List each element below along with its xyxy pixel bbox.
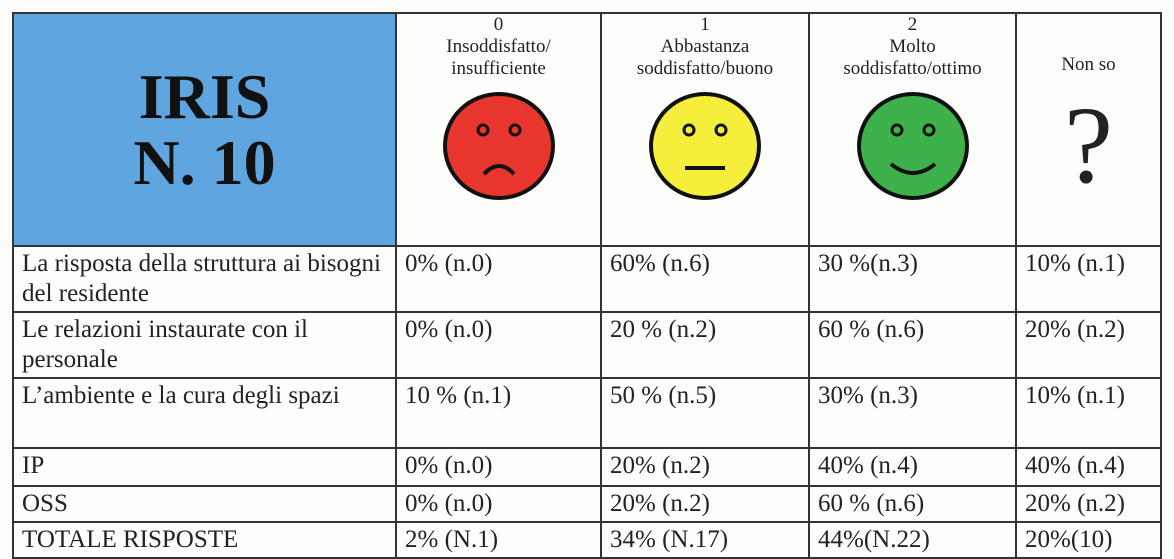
data-row: La risposta della struttura ai bisogni d… — [12, 245, 1162, 313]
column-header: 1 Abbastanza soddisfatto/buono — [600, 12, 810, 247]
row-label: La risposta della struttura ai bisogni d… — [12, 245, 397, 313]
value-cell: 44%(N.22) — [808, 521, 1017, 559]
column-header: 0 Insoddisfatto/insufficiente — [395, 12, 602, 247]
column-label: Abbastanza — [660, 36, 750, 57]
data-row: L’ambiente e la cura degli spazi 10 % (n.… — [12, 377, 1162, 449]
value-cell: 10% (n.1) — [1015, 245, 1162, 313]
value-cell: 0% (n.0) — [395, 485, 602, 523]
data-row: Le relazioni instaurate con il personale… — [12, 311, 1162, 379]
data-row: OSS 0% (n.0) 20% (n.2) 60 % (n.6) 20% (n.2) — [12, 485, 1162, 523]
column-label: insufficiente — [451, 58, 546, 79]
row-label: IP — [12, 447, 397, 487]
value-cell: 2% (N.1) — [395, 521, 602, 559]
column-header: 2 Molto soddisfatto/ottimo — [808, 12, 1017, 247]
value-cell: 20 % (n.2) — [600, 311, 810, 379]
column-header: Non so? — [1015, 12, 1162, 247]
data-row: IP 0% (n.0) 20% (n.2) 40% (n.4) 40% (n.4) — [12, 447, 1162, 487]
value-cell: 20% (n.2) — [1015, 311, 1162, 379]
row-label: OSS — [12, 485, 397, 523]
scale-code: 2 — [907, 14, 918, 35]
column-label: soddisfatto/ottimo — [843, 58, 982, 79]
row-label: TOTALE RISPOSTE — [12, 521, 397, 559]
title-line: N. 10 — [133, 126, 276, 198]
value-cell: 0% (n.0) — [395, 447, 602, 487]
value-cell: 30% (n.3) — [808, 377, 1017, 449]
value-cell: 30 %(n.3) — [808, 245, 1017, 313]
value-cell: 34% (N.17) — [600, 521, 810, 559]
value-cell: 40% (n.4) — [1015, 447, 1162, 487]
value-cell: 60 % (n.6) — [808, 311, 1017, 379]
column-label: Molto — [889, 36, 936, 57]
value-cell: 20%(10) — [1015, 521, 1162, 559]
value-cell: 20% (n.2) — [1015, 485, 1162, 523]
value-cell: 20% (n.2) — [600, 447, 810, 487]
question-mark: ? — [1064, 84, 1113, 206]
column-label: Insoddisfatto/ — [446, 36, 551, 57]
scale-code: 0 — [493, 14, 504, 35]
smiley — [856, 92, 969, 200]
smiley — [442, 92, 555, 200]
value-cell: 60 % (n.6) — [808, 485, 1017, 523]
column-label: Non so — [1061, 54, 1116, 75]
smiley — [649, 92, 761, 200]
value-cell: 40% (n.4) — [808, 447, 1017, 487]
scale-code: 1 — [700, 14, 710, 35]
value-cell: 50 % (n.5) — [600, 377, 810, 449]
value-cell: 20% (n.2) — [600, 485, 810, 523]
row-label: Le relazioni instaurate con il personale — [12, 311, 397, 379]
value-cell: 0% (n.0) — [395, 245, 602, 313]
value-cell: 0% (n.0) — [395, 311, 602, 379]
value-cell: 10% (n.1) — [1015, 377, 1162, 449]
title-cell: IRIS N. 10 — [12, 12, 397, 247]
value-cell: 60% (n.6) — [600, 245, 810, 313]
title-line: IRIS — [138, 60, 271, 132]
row-label: L’ambiente e la cura degli spazi — [12, 377, 397, 449]
column-label: soddisfatto/buono — [636, 58, 774, 79]
data-row: TOTALE RISPOSTE 2% (N.1) 34% (N.17) 44%(N.2… — [12, 521, 1162, 559]
value-cell: 10 % (n.1) — [395, 377, 602, 449]
